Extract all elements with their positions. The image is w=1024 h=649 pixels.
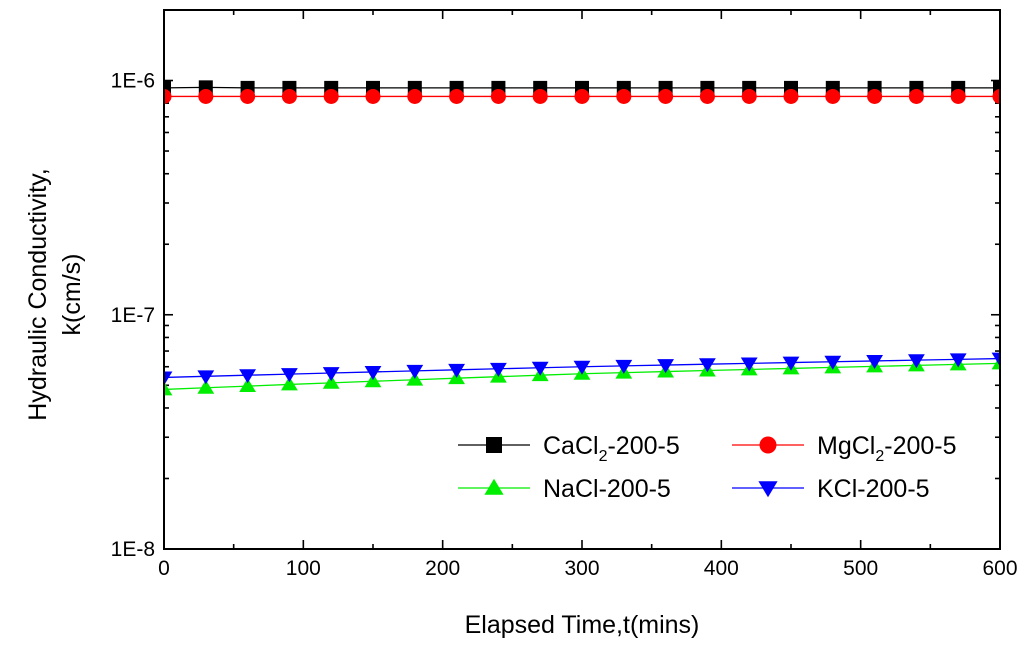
circle-marker xyxy=(658,88,674,104)
triangle-down-marker xyxy=(239,369,256,384)
triangle-down-marker xyxy=(657,359,674,374)
triangle-down-marker xyxy=(824,355,842,370)
triangle-down-marker xyxy=(322,367,340,382)
x-tick-label: 600 xyxy=(982,557,1017,580)
legend-item: MgCl2-200-5 xyxy=(732,432,957,465)
triangle-up-marker xyxy=(364,373,382,388)
triangle-down-marker xyxy=(448,363,465,378)
triangle-down-marker xyxy=(573,360,591,375)
legend-label: NaCl-200-5 xyxy=(543,475,671,503)
triangle-up-marker xyxy=(281,376,298,391)
circle-marker xyxy=(759,436,777,454)
triangle-up-marker xyxy=(197,379,215,394)
triangle-down-marker xyxy=(908,354,925,369)
circle-marker xyxy=(449,88,465,104)
triangle-down-marker xyxy=(991,352,1000,367)
circle-marker xyxy=(281,88,297,104)
triangle-up-marker xyxy=(164,381,173,396)
x-tick-label: 500 xyxy=(843,557,878,580)
tick-labels: 0 100 200 300 400 500 600 1E-8 1E-7 1E-6 xyxy=(111,70,1018,580)
square-marker xyxy=(486,437,502,453)
x-tick-label: 400 xyxy=(704,557,739,580)
triangle-down-marker xyxy=(490,362,507,377)
triangle-down-marker xyxy=(531,361,549,376)
circle-marker xyxy=(950,88,966,104)
triangle-down-marker xyxy=(949,353,967,368)
y-axis-title: Hydraulic Conductivity, k(cm/s) xyxy=(24,168,86,420)
legend-item: KCl-200-5 xyxy=(732,475,930,503)
circle-marker xyxy=(783,88,799,104)
circle-marker xyxy=(323,88,339,104)
triangle-down-marker xyxy=(281,368,298,383)
triangle-down-marker xyxy=(740,357,758,372)
y-axis-title-line1: Hydraulic Conductivity, xyxy=(24,168,52,420)
triangle-down-marker xyxy=(364,365,382,380)
circle-marker xyxy=(532,88,548,104)
circle-marker xyxy=(164,88,172,104)
square-marker xyxy=(164,80,171,95)
circle-marker xyxy=(574,88,590,104)
plot-area-frame xyxy=(163,9,1001,550)
series-KCl-200-5 xyxy=(164,352,1000,386)
legend-item: NaCl-200-5 xyxy=(458,475,671,503)
legend-label-main: MgCl xyxy=(817,432,875,460)
triangle-down-marker xyxy=(782,356,800,371)
legend-label: CaCl2-200-5 xyxy=(543,432,680,465)
circle-marker xyxy=(198,88,214,104)
legend-label-subscript: 2 xyxy=(599,448,608,465)
triangle-down-marker xyxy=(758,481,778,498)
legend-label-main: NaCl-200-5 xyxy=(543,475,671,503)
y-tick-label: 1E-8 xyxy=(111,538,155,561)
x-tick-label: 0 xyxy=(158,557,170,580)
legend-item: CaCl2-200-5 xyxy=(458,432,680,465)
triangle-down-marker xyxy=(164,371,173,386)
triangle-down-marker xyxy=(699,358,716,373)
triangle-down-marker xyxy=(406,364,424,379)
legend-label-subscript: 2 xyxy=(875,448,884,465)
circle-marker xyxy=(616,88,632,104)
triangle-down-marker xyxy=(197,370,215,385)
circle-marker xyxy=(240,88,256,104)
legend-label-main: KCl-200-5 xyxy=(817,475,930,503)
triangle-up-marker xyxy=(239,378,256,393)
x-tick-label: 200 xyxy=(425,557,460,580)
plot-series xyxy=(164,80,1000,396)
legend-label: KCl-200-5 xyxy=(817,475,930,503)
legend-label: MgCl2-200-5 xyxy=(817,432,957,465)
circle-marker xyxy=(741,88,757,104)
x-axis-title: Elapsed Time,t(mins) xyxy=(465,611,700,639)
circle-marker xyxy=(699,88,715,104)
x-tick-label: 300 xyxy=(564,557,599,580)
circle-marker xyxy=(992,88,1000,104)
x-tick-label: 100 xyxy=(286,557,321,580)
legend-label-tail: -200-5 xyxy=(884,432,956,460)
circle-marker xyxy=(365,88,381,104)
circle-marker xyxy=(825,88,841,104)
triangle-up-marker xyxy=(484,478,504,495)
circle-marker xyxy=(490,88,506,104)
legend-label-tail: -200-5 xyxy=(607,432,679,460)
y-axis-title-line2: k(cm/s) xyxy=(58,254,86,336)
square-marker xyxy=(993,80,1000,95)
circle-marker xyxy=(407,88,423,104)
y-tick-label: 1E-6 xyxy=(111,70,155,93)
triangle-down-marker xyxy=(866,355,883,370)
legend-label-main: CaCl xyxy=(543,432,599,460)
series-MgCl2-200-5 xyxy=(164,88,1000,104)
triangle-up-marker xyxy=(322,374,340,389)
circle-marker xyxy=(908,88,924,104)
circle-marker xyxy=(867,88,883,104)
triangle-down-marker xyxy=(615,359,633,374)
y-tick-label: 1E-7 xyxy=(111,304,155,327)
